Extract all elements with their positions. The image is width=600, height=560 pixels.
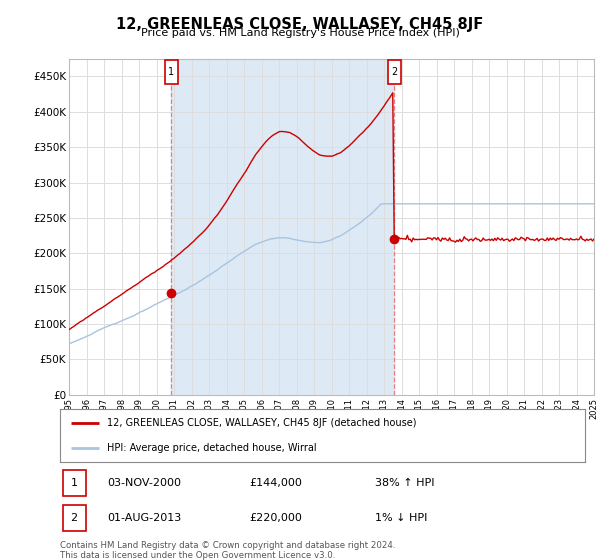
Text: 12, GREENLEAS CLOSE, WALLASEY, CH45 8JF: 12, GREENLEAS CLOSE, WALLASEY, CH45 8JF [116,17,484,32]
Bar [171,59,394,395]
Text: Price paid vs. HM Land Registry's House Price Index (HPI): Price paid vs. HM Land Registry's House … [140,28,460,38]
Text: 2: 2 [391,67,397,77]
Text: 2: 2 [71,513,78,523]
FancyBboxPatch shape [62,470,86,496]
Text: 12, GREENLEAS CLOSE, WALLASEY, CH45 8JF (detached house): 12, GREENLEAS CLOSE, WALLASEY, CH45 8JF … [107,418,417,428]
Text: Contains HM Land Registry data © Crown copyright and database right 2024.
This d: Contains HM Land Registry data © Crown c… [60,541,395,560]
Text: 1: 1 [168,67,174,77]
Text: £144,000: £144,000 [249,478,302,488]
Text: 01-AUG-2013: 01-AUG-2013 [107,513,182,523]
Text: HPI: Average price, detached house, Wirral: HPI: Average price, detached house, Wirr… [107,442,317,452]
Text: 03-NOV-2000: 03-NOV-2000 [107,478,181,488]
FancyBboxPatch shape [62,505,86,531]
Text: 1: 1 [71,478,77,488]
Text: 38% ↑ HPI: 38% ↑ HPI [375,478,434,488]
FancyBboxPatch shape [388,60,401,84]
Text: 1% ↓ HPI: 1% ↓ HPI [375,513,427,523]
Text: £220,000: £220,000 [249,513,302,523]
FancyBboxPatch shape [164,60,178,84]
